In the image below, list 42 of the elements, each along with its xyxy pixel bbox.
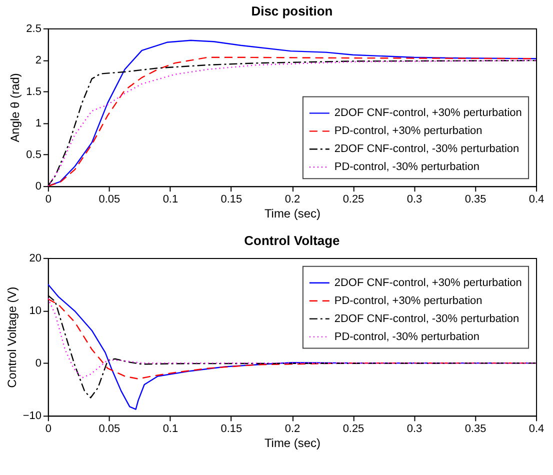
y-tick-label: 1 <box>35 117 42 130</box>
x-tick-label: 0.05 <box>98 194 120 206</box>
legend-label: PD-control, +30% perturbation <box>334 294 482 307</box>
x-tick-label: 0.35 <box>464 194 486 206</box>
legend-label: 2DOF CNF-control, -30% perturbation <box>334 312 520 325</box>
y-tick-label: −10 <box>22 410 42 422</box>
y-tick-label: 0 <box>35 180 42 193</box>
y-tick-label: 2.5 <box>26 22 42 35</box>
x-tick-label: 0.35 <box>464 423 486 436</box>
x-tick-label: 0.25 <box>342 194 364 206</box>
x-tick-label: 0.2 <box>284 194 300 206</box>
x-tick-label: 0.2 <box>284 423 300 436</box>
legend-label: 2DOF CNF-control, +30% perturbation <box>334 276 522 289</box>
x-tick-label: 0.25 <box>342 423 364 436</box>
chart-title: Control Voltage <box>244 232 340 248</box>
x-tick-label: 0.3 <box>406 423 422 436</box>
legend-label: PD-control, -30% perturbation <box>334 161 480 174</box>
y-tick-label: 2 <box>35 54 42 66</box>
legend-label: 2DOF CNF-control, +30% perturbation <box>334 107 522 120</box>
x-tick-label: 0 <box>45 423 52 436</box>
x-tick-label: 0.15 <box>220 194 242 206</box>
chart-title: Disc position <box>251 3 333 18</box>
x-axis-title: Time (sec) <box>264 436 321 450</box>
legend-label: 2DOF CNF-control, -30% perturbation <box>334 143 520 156</box>
legend-label: PD-control, -30% perturbation <box>334 330 480 343</box>
y-tick-label: 0.5 <box>26 149 42 162</box>
x-tick-label: 0.4 <box>528 423 544 436</box>
x-tick-label: 0.05 <box>98 423 120 436</box>
x-tick-label: 0.15 <box>220 423 242 436</box>
x-tick-label: 0 <box>45 194 52 206</box>
y-tick-label: 0 <box>35 358 42 370</box>
x-tick-label: 0.1 <box>162 194 178 206</box>
y-axis-title: Control Voltage (V) <box>4 286 19 388</box>
y-tick-label: 10 <box>29 305 42 318</box>
x-tick-label: 0.3 <box>406 194 422 206</box>
x-axis-title: Time (sec) <box>264 206 321 221</box>
y-tick-label: 1.5 <box>26 86 42 98</box>
legend-label: PD-control, +30% perturbation <box>334 125 482 138</box>
x-tick-label: 0.4 <box>528 194 544 206</box>
y-tick-label: 20 <box>29 252 42 264</box>
y-axis-title: Angle θ (rad) <box>8 73 22 142</box>
x-tick-label: 0.1 <box>162 423 178 436</box>
